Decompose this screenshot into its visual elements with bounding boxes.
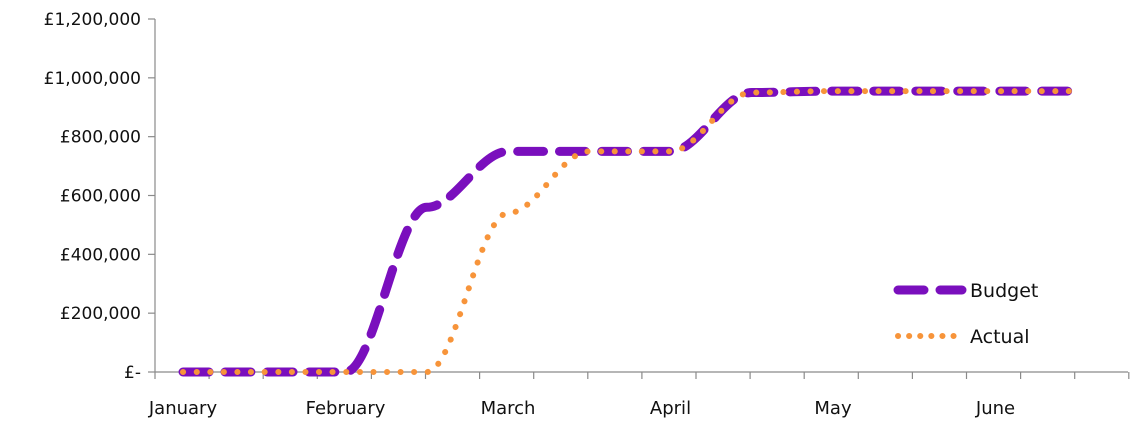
y-axis: £- £200,000 £400,000 £600,000 £800,000 £1,000… [44,10,156,383]
y-tick-label: £- [124,363,141,383]
x-tick-label: March [481,398,536,419]
x-tick-label: June [975,398,1015,419]
x-tick-label: April [650,398,691,419]
legend-label-budget: Budget [970,280,1038,302]
legend: Budget Actual [893,280,1038,348]
y-tick-label: £400,000 [60,245,141,265]
x-tick-label: May [814,398,852,419]
x-axis: January February March April May June [148,371,1130,419]
x-tick-label: February [306,398,386,419]
x-tick-label: January [148,398,218,419]
y-tick-label: £1,200,000 [44,10,141,30]
y-tick-label: £800,000 [60,128,141,148]
y-tick-label: £1,000,000 [44,69,141,89]
actual-series-line [180,88,1080,376]
y-tick-label: £600,000 [60,187,141,207]
budget-series-line [178,86,1082,377]
y-tick-label: £200,000 [60,304,141,324]
legend-label-actual: Actual [970,326,1030,348]
series-group [178,86,1082,377]
